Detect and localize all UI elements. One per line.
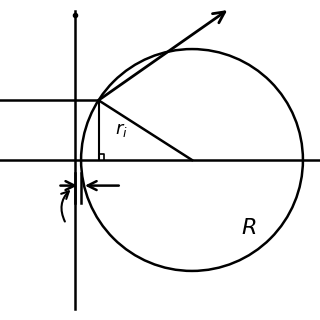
Text: $R$: $R$	[241, 218, 256, 238]
Text: $r_i$: $r_i$	[115, 121, 128, 139]
